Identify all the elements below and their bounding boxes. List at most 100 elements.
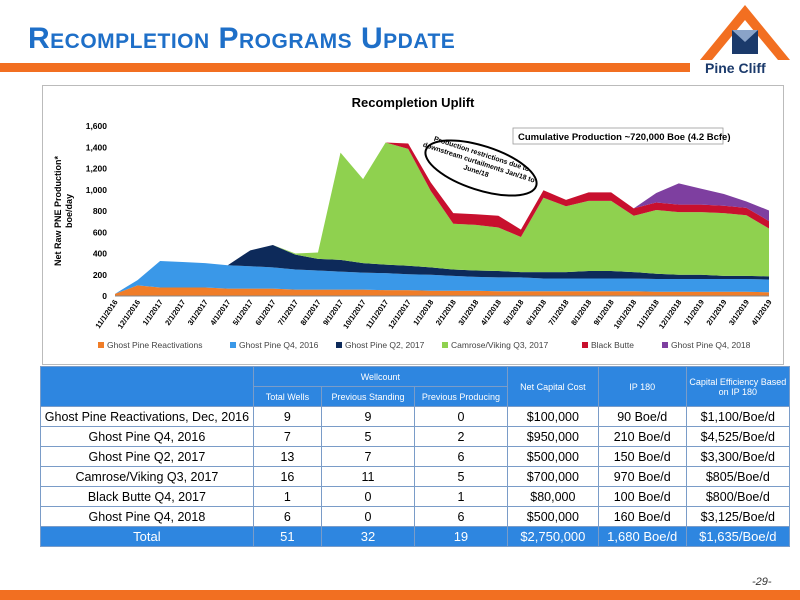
- legend-swatch-4: [582, 342, 588, 348]
- table-cell-ip: 100 Boe/d: [597, 486, 687, 507]
- table-cell-cost: $950,000: [506, 426, 599, 447]
- x-tick-label: 3/1/2019: [727, 298, 751, 327]
- table-row: Ghost Pine Q4, 2018 6 0 6 $500,000 160 Boe/d $…: [40, 506, 791, 527]
- x-tick-label: 7/1/2018: [547, 298, 571, 327]
- table-cell-name: Ghost Pine Q4, 2016: [40, 426, 254, 447]
- wellcount-table: Wellcount Net Capital Cost IP 180 Capita…: [40, 366, 791, 547]
- title-bar: Recompletion Programs Update Pine Cliff: [0, 0, 800, 80]
- x-tick-label: 5/1/2018: [501, 298, 525, 327]
- table-cell-producing: 5: [413, 466, 508, 487]
- y-tick-label: 200: [93, 270, 107, 280]
- table-cell-name: Ghost Pine Q4, 2018: [40, 506, 254, 527]
- logo-roof-icon: [700, 5, 790, 60]
- legend-label-2: Ghost Pine Q2, 2017: [345, 340, 425, 350]
- chart-frame: Recompletion Uplift Net Raw PNE Productio…: [42, 85, 784, 365]
- y-tick-label: 1,000: [86, 185, 108, 195]
- footer-line: [0, 590, 800, 600]
- table-cell-producing: 0: [413, 406, 508, 427]
- table-cell-standing: 0: [320, 506, 415, 527]
- table-cell-ip: 150 Boe/d: [597, 446, 687, 467]
- table-cell-producing: 6: [413, 446, 508, 467]
- y-axis-label: Net Raw PNE Production*boe/day: [53, 155, 74, 266]
- table-total-row: Total 51 32 19 $2,750,000 1,680 Boe/d $1,635/B…: [40, 526, 791, 547]
- table-cell-total: 16: [252, 466, 322, 487]
- table-cell-name: Black Butte Q4, 2017: [40, 486, 254, 507]
- title-underline: [0, 63, 690, 72]
- x-tick-label: 12/1/2017: [386, 298, 413, 331]
- legend-swatch-5: [662, 342, 668, 348]
- table-cell-eff: $4,525/Boe/d: [685, 426, 791, 447]
- table-cell-eff: $3,125/Boe/d: [685, 506, 791, 527]
- y-tick-label: 1,600: [86, 121, 108, 131]
- legend-swatch-2: [336, 342, 342, 348]
- table-cell-standing: 0: [320, 486, 415, 507]
- table-cell-ip: 90 Boe/d: [597, 406, 687, 427]
- chart-title: Recompletion Uplift: [352, 95, 475, 110]
- logo-text: Pine Cliff: [705, 60, 766, 76]
- legend-swatch-3: [442, 342, 448, 348]
- x-tick-label: 2/1/2017: [163, 298, 187, 327]
- area-series-2: [115, 245, 769, 294]
- table-cell-name: Ghost Pine Q2, 2017: [40, 446, 254, 467]
- legend-label-0: Ghost Pine Reactivations: [107, 340, 202, 350]
- y-tick-label: 600: [93, 227, 107, 237]
- table-cell-cost: $100,000: [506, 406, 599, 427]
- table-row: Ghost Pine Reactivations, Dec, 2016 9 9 0 $1…: [40, 406, 791, 427]
- legend-label-3: Camrose/Viking Q3, 2017: [451, 340, 548, 350]
- table-cell-total: 1: [252, 486, 322, 507]
- table-cell-producing: 6: [413, 506, 508, 527]
- header-total-wells: Total Wells: [252, 386, 322, 407]
- page-number: -29-: [752, 576, 772, 588]
- x-tick-label: 4/1/2018: [479, 298, 503, 327]
- x-tick-label: 4/1/2017: [208, 298, 232, 327]
- x-tick-label: 12/1/2018: [657, 298, 684, 331]
- table-cell-producing: 2: [413, 426, 508, 447]
- table-cell-producing: 1: [413, 486, 508, 507]
- legend-label-5: Ghost Pine Q4, 2018: [671, 340, 751, 350]
- x-tick-label: 4/1/2019: [750, 298, 774, 327]
- total-cell-ip: 1,680 Boe/d: [597, 526, 687, 547]
- x-tick-label: 12/1/2016: [116, 298, 143, 331]
- table-cell-standing: 9: [320, 406, 415, 427]
- total-cell-producing: 19: [413, 526, 508, 547]
- table-cell-cost: $500,000: [506, 506, 599, 527]
- legend-swatch-0: [98, 342, 104, 348]
- table-cell-eff: $1,100/Boe/d: [685, 406, 791, 427]
- x-tick-label: 6/1/2017: [253, 298, 277, 327]
- table-row: Black Butte Q4, 2017 1 0 1 $80,000 100 Boe/d $…: [40, 486, 791, 507]
- x-tick-label: 6/1/2018: [524, 298, 548, 327]
- total-cell-total: 51: [252, 526, 322, 547]
- company-logo: [690, 0, 800, 80]
- x-tick-label: 7/1/2017: [276, 298, 300, 327]
- total-cell-cost: $2,750,000: [506, 526, 599, 547]
- x-tick-label: 1/1/2018: [411, 298, 435, 327]
- x-tick-label: 9/1/2017: [321, 298, 345, 327]
- x-tick-label: 1/1/2019: [682, 298, 706, 327]
- restriction-annotation-ellipse: [424, 139, 538, 197]
- area-series-1: [115, 260, 769, 294]
- header-prev-standing: Previous Standing: [320, 386, 415, 407]
- table-cell-total: 7: [252, 426, 322, 447]
- table-cell-name: Ghost Pine Reactivations, Dec, 2016: [40, 406, 254, 427]
- table-row: Ghost Pine Q2, 2017 13 7 6 $500,000 150 Boe/d…: [40, 446, 791, 467]
- header-wellcount: Wellcount: [252, 366, 508, 387]
- y-tick-label: 1,400: [86, 142, 108, 152]
- total-cell-standing: 32: [320, 526, 415, 547]
- header-net-capital: Net Capital Cost: [506, 366, 599, 407]
- x-tick-label: 1/1/2017: [141, 298, 165, 327]
- page-title: Recompletion Programs Update: [28, 22, 456, 55]
- table-cell-ip: 970 Boe/d: [597, 466, 687, 487]
- table-cell-total: 9: [252, 406, 322, 427]
- x-tick-label: 9/1/2018: [592, 298, 616, 327]
- x-tick-label: 2/1/2018: [434, 298, 458, 327]
- recompletion-chart: Recompletion Uplift Net Raw PNE Productio…: [53, 95, 774, 350]
- cumulative-annotation-box: [512, 127, 724, 145]
- table-cell-cost: $80,000: [506, 486, 599, 507]
- header-prev-producing: Previous Producing: [413, 386, 508, 407]
- table-cell-standing: 5: [320, 426, 415, 447]
- x-tick-label: 3/1/2018: [456, 298, 480, 327]
- total-cell-eff: $1,635/Boe/d: [685, 526, 791, 547]
- legend-label-1: Ghost Pine Q4, 2016: [239, 340, 319, 350]
- header-cap-eff: Capital Efficiency Based on IP 180: [685, 366, 791, 407]
- y-tick-label: 400: [93, 249, 107, 259]
